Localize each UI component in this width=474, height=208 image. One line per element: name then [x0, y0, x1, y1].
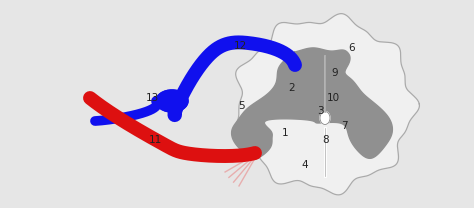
Text: 2: 2: [289, 83, 295, 93]
Text: 5: 5: [239, 101, 246, 111]
Text: 11: 11: [148, 135, 162, 145]
Text: 4: 4: [301, 160, 308, 170]
Text: 1: 1: [282, 128, 288, 138]
Text: 7: 7: [341, 121, 347, 131]
Text: 13: 13: [146, 93, 159, 103]
Ellipse shape: [156, 90, 188, 112]
Polygon shape: [232, 48, 392, 159]
Text: 6: 6: [349, 43, 356, 53]
Text: 9: 9: [332, 68, 338, 78]
Text: 8: 8: [323, 135, 329, 145]
Ellipse shape: [320, 111, 330, 125]
Ellipse shape: [156, 90, 188, 112]
Text: 12: 12: [233, 41, 246, 51]
Text: 10: 10: [327, 93, 339, 103]
Polygon shape: [235, 14, 419, 195]
Text: 3: 3: [317, 106, 323, 116]
